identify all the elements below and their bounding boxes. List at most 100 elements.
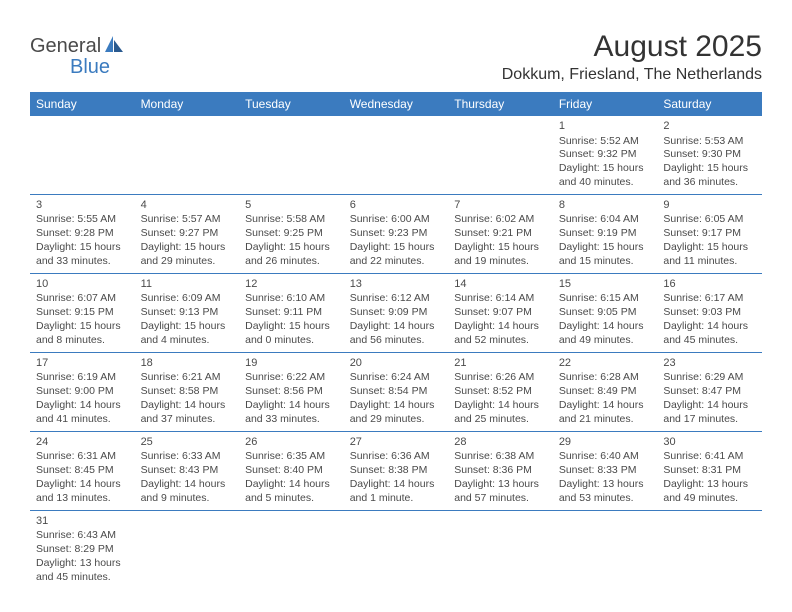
day-info-line: Sunrise: 6:17 AM xyxy=(663,292,756,306)
day-number: 16 xyxy=(663,277,756,292)
day-info-line: and 36 minutes. xyxy=(663,176,756,190)
day-info-line: Sunrise: 6:04 AM xyxy=(559,213,652,227)
day-info-line: Sunrise: 6:43 AM xyxy=(36,529,129,543)
day-number: 28 xyxy=(454,435,547,450)
day-info-line: Daylight: 14 hours xyxy=(559,320,652,334)
day-info-line: Sunrise: 6:41 AM xyxy=(663,450,756,464)
day-cell: 10Sunrise: 6:07 AMSunset: 9:15 PMDayligh… xyxy=(30,273,135,352)
calendar-body: 1Sunrise: 5:52 AMSunset: 9:32 PMDaylight… xyxy=(30,116,762,589)
day-info-line: Daylight: 13 hours xyxy=(663,478,756,492)
calendar-week-row: 3Sunrise: 5:55 AMSunset: 9:28 PMDaylight… xyxy=(30,194,762,273)
day-number: 22 xyxy=(559,356,652,371)
day-info-line: and 49 minutes. xyxy=(559,334,652,348)
day-info: Sunrise: 6:14 AMSunset: 9:07 PMDaylight:… xyxy=(454,292,547,347)
day-info-line: Daylight: 15 hours xyxy=(245,241,338,255)
day-info-line: Sunset: 8:36 PM xyxy=(454,464,547,478)
day-cell: 21Sunrise: 6:26 AMSunset: 8:52 PMDayligh… xyxy=(448,352,553,431)
day-info-line: and 22 minutes. xyxy=(350,255,443,269)
day-info: Sunrise: 6:26 AMSunset: 8:52 PMDaylight:… xyxy=(454,371,547,426)
day-info-line: Daylight: 14 hours xyxy=(245,399,338,413)
day-info-line: Sunrise: 6:12 AM xyxy=(350,292,443,306)
day-number: 2 xyxy=(663,119,756,134)
day-info-line: Daylight: 15 hours xyxy=(350,241,443,255)
empty-cell xyxy=(239,116,344,194)
day-info-line: Sunset: 8:43 PM xyxy=(141,464,234,478)
calendar-week-row: 17Sunrise: 6:19 AMSunset: 9:00 PM Dayligh… xyxy=(30,352,762,431)
day-info: Sunrise: 5:53 AMSunset: 9:30 PMDaylight:… xyxy=(663,135,756,190)
day-number: 14 xyxy=(454,277,547,292)
day-info-line: Sunrise: 6:24 AM xyxy=(350,371,443,385)
day-number: 27 xyxy=(350,435,443,450)
empty-cell xyxy=(239,510,344,588)
day-info-line: Daylight: 14 hours xyxy=(663,399,756,413)
day-info: Sunrise: 6:04 AMSunset: 9:19 PMDaylight:… xyxy=(559,213,652,268)
empty-cell xyxy=(135,116,240,194)
day-info-line: Sunset: 9:15 PM xyxy=(36,306,129,320)
day-info-line: Daylight: 14 hours xyxy=(350,320,443,334)
day-cell: 14Sunrise: 6:14 AMSunset: 9:07 PMDayligh… xyxy=(448,273,553,352)
calendar-week-row: 1Sunrise: 5:52 AMSunset: 9:32 PMDaylight… xyxy=(30,116,762,194)
empty-cell xyxy=(448,116,553,194)
day-number: 18 xyxy=(141,356,234,371)
day-cell: 1Sunrise: 5:52 AMSunset: 9:32 PMDaylight… xyxy=(553,116,658,194)
empty-cell xyxy=(135,510,240,588)
day-info-line: and 11 minutes. xyxy=(663,255,756,269)
header: General August 2025 Dokkum, Friesland, T… xyxy=(30,30,762,84)
day-info-line: and 9 minutes. xyxy=(141,492,234,506)
day-info-line: Sunset: 9:27 PM xyxy=(141,227,234,241)
day-info-line: and 1 minute. xyxy=(350,492,443,506)
day-info: Sunrise: 6:00 AMSunset: 9:23 PMDaylight:… xyxy=(350,213,443,268)
day-info: Sunrise: 6:29 AMSunset: 8:47 PMDaylight:… xyxy=(663,371,756,426)
day-number: 9 xyxy=(663,198,756,213)
day-number: 29 xyxy=(559,435,652,450)
day-info-line: Sunset: 8:38 PM xyxy=(350,464,443,478)
day-number: 8 xyxy=(559,198,652,213)
day-info-line: Sunrise: 6:21 AM xyxy=(141,371,234,385)
day-info: Sunrise: 6:02 AMSunset: 9:21 PMDaylight:… xyxy=(454,213,547,268)
day-info: Sunrise: 6:21 AMSunset: 8:58 PMDaylight:… xyxy=(141,371,234,426)
day-cell: 6Sunrise: 6:00 AMSunset: 9:23 PMDaylight… xyxy=(344,194,449,273)
day-info-line: and 13 minutes. xyxy=(36,492,129,506)
day-number: 31 xyxy=(36,514,129,529)
day-info: Sunrise: 5:52 AMSunset: 9:32 PMDaylight:… xyxy=(559,135,652,190)
day-cell: 29Sunrise: 6:40 AMSunset: 8:33 PMDayligh… xyxy=(553,431,658,510)
day-info: Sunrise: 5:57 AMSunset: 9:27 PMDaylight:… xyxy=(141,213,234,268)
day-number: 5 xyxy=(245,198,338,213)
day-info: Sunrise: 6:43 AMSunset: 8:29 PMDaylight:… xyxy=(36,529,129,584)
logo-blue-row: Blue xyxy=(30,56,110,79)
day-info-line: and 29 minutes. xyxy=(350,413,443,427)
day-number: 4 xyxy=(141,198,234,213)
day-info-line: Sunset: 9:03 PM xyxy=(663,306,756,320)
day-info-line: Sunset: 9:00 PM xyxy=(36,385,129,399)
day-header-row: Sunday Monday Tuesday Wednesday Thursday… xyxy=(30,92,762,116)
day-number: 19 xyxy=(245,356,338,371)
day-info-line: and 45 minutes. xyxy=(36,571,129,585)
day-info: Sunrise: 6:31 AMSunset: 8:45 PMDaylight:… xyxy=(36,450,129,505)
day-info-line: and 0 minutes. xyxy=(245,334,338,348)
day-info-line: Sunrise: 6:10 AM xyxy=(245,292,338,306)
day-info-line: Sunrise: 6:35 AM xyxy=(245,450,338,464)
day-info-line: Sunset: 9:28 PM xyxy=(36,227,129,241)
day-cell: 7Sunrise: 6:02 AMSunset: 9:21 PMDaylight… xyxy=(448,194,553,273)
day-number: 25 xyxy=(141,435,234,450)
day-info-line: Sunset: 9:05 PM xyxy=(559,306,652,320)
day-info-line: Sunrise: 5:55 AM xyxy=(36,213,129,227)
day-info-line: and 41 minutes. xyxy=(36,413,129,427)
day-info-line: and 25 minutes. xyxy=(454,413,547,427)
day-cell: 22Sunrise: 6:28 AMSunset: 8:49 PMDayligh… xyxy=(553,352,658,431)
day-info-line: Sunrise: 6:33 AM xyxy=(141,450,234,464)
day-info-line: Sunrise: 6:26 AM xyxy=(454,371,547,385)
day-cell: 18Sunrise: 6:21 AMSunset: 8:58 PMDayligh… xyxy=(135,352,240,431)
day-info-line: Sunrise: 6:36 AM xyxy=(350,450,443,464)
day-info-line: Sunrise: 6:00 AM xyxy=(350,213,443,227)
day-cell: 11Sunrise: 6:09 AMSunset: 9:13 PMDayligh… xyxy=(135,273,240,352)
header-thursday: Thursday xyxy=(448,92,553,116)
logo-text-general: General xyxy=(30,35,101,58)
day-number: 17 xyxy=(36,356,129,371)
day-info-line: Sunrise: 6:19 AM xyxy=(36,371,129,385)
day-info-line: Sunset: 9:17 PM xyxy=(663,227,756,241)
day-info-line: Sunset: 8:49 PM xyxy=(559,385,652,399)
day-info: Sunrise: 6:17 AMSunset: 9:03 PMDaylight:… xyxy=(663,292,756,347)
day-cell: 2Sunrise: 5:53 AMSunset: 9:30 PMDaylight… xyxy=(657,116,762,194)
location-text: Dokkum, Friesland, The Netherlands xyxy=(502,66,762,84)
